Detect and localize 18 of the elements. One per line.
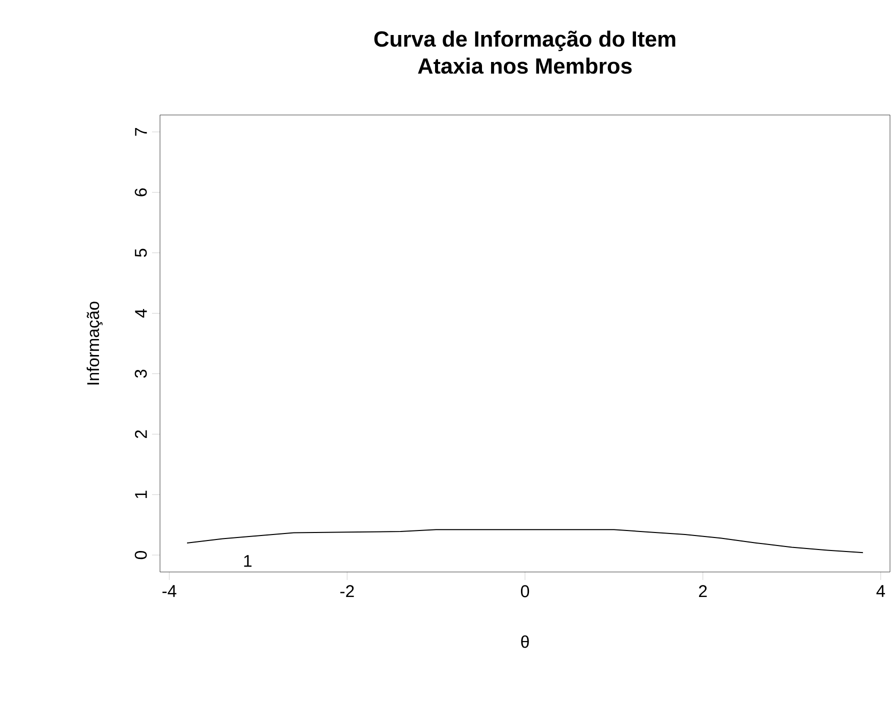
y-tick-label: 4 (135, 309, 147, 318)
x-axis-title: θ (521, 635, 529, 648)
x-tick-label: 0 (520, 585, 530, 598)
x-tick-label: -2 (340, 585, 354, 598)
x-tick-label: -4 (162, 585, 176, 597)
x-tick-label: 4 (876, 585, 885, 597)
y-tick-label: 1 (135, 490, 147, 498)
y-tick-label: 6 (134, 188, 147, 196)
y-axis-title: Informação (86, 302, 103, 384)
x-tick-label: 2 (699, 585, 707, 598)
y-tick-label: 7 (135, 128, 147, 136)
chart-subtitle: Ataxia nos Membros (418, 58, 632, 74)
annotation: 1 (244, 555, 252, 567)
y-tick-label: 0 (134, 550, 147, 560)
chart-title: Curva de Informação do Item (374, 30, 676, 52)
y-tick-label: 2 (134, 430, 147, 438)
y-tick-label: 3 (134, 370, 147, 378)
y-tick-label: 5 (134, 248, 147, 257)
